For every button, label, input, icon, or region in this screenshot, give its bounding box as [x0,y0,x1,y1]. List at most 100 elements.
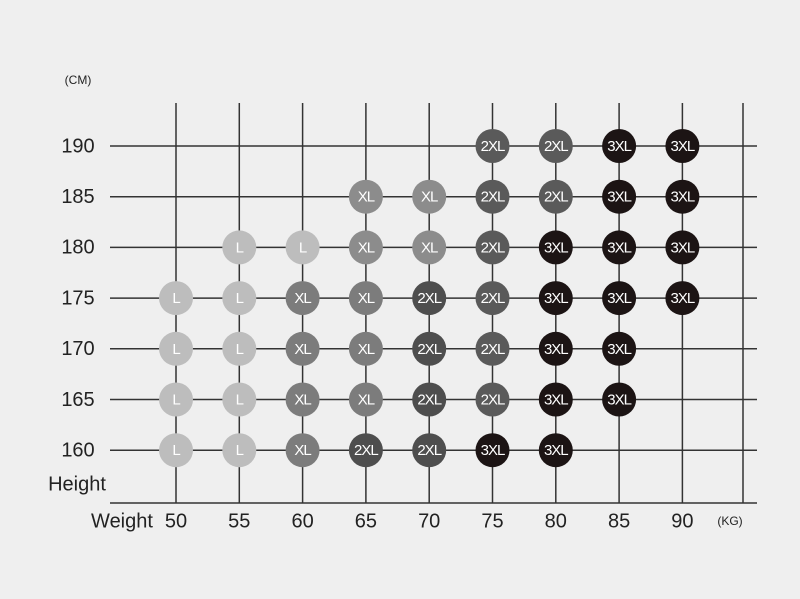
size-dot [222,230,257,265]
size-label: L [236,341,244,358]
weight-tick-label: 70 [418,510,440,532]
size-dot [602,281,637,316]
size-dot [285,331,320,366]
size-dot [348,281,383,316]
size-label: 2XL [481,239,505,256]
size-dot [665,129,700,163]
size-label: XL [294,341,311,358]
size-label: 3XL [544,290,568,307]
weight-tick-label: 75 [481,510,503,532]
size-dot [348,179,383,214]
size-label: 2XL [417,341,441,358]
weight-tick-label: 65 [355,510,377,532]
weight-tick-label: 50 [165,510,187,532]
size-label: L [172,442,180,459]
size-dot [285,281,320,316]
size-dot [665,281,700,316]
height-tick-label: 175 [61,287,94,309]
size-label: 3XL [607,189,631,206]
weight-tick-label: 80 [545,510,567,532]
size-label: 2XL [544,189,568,206]
size-label: 2XL [481,189,505,206]
size-label: XL [358,341,375,358]
size-label: 2XL [417,391,441,408]
size-dot [475,129,510,163]
size-label: L [172,290,180,307]
size-label: 2XL [481,138,505,155]
size-label: XL [294,442,311,459]
size-label: 2XL [544,138,568,155]
size-label: L [236,442,244,459]
size-label: 3XL [544,391,568,408]
size-dot [602,129,637,163]
size-dot [412,331,447,366]
height-label: Height [48,473,106,495]
size-dot [538,433,573,468]
size-label: 3XL [671,239,695,256]
size-dot [538,382,573,417]
size-label: XL [421,189,438,206]
size-label: L [172,341,180,358]
size-dot [602,382,637,417]
size-dot [222,331,257,366]
height-tick-label: 190 [61,135,94,157]
size-dot [538,179,573,214]
size-label: L [299,239,307,256]
size-label: 2XL [354,442,378,459]
size-dot [348,230,383,265]
size-label: L [172,391,180,408]
size-dot [222,382,257,417]
size-dot [159,382,193,417]
size-dot [159,331,193,366]
size-label: L [236,290,244,307]
size-label: 2XL [417,290,441,307]
size-dot [475,281,510,316]
size-dot [412,433,447,468]
size-label: 2XL [417,442,441,459]
weight-tick-label: 90 [671,510,693,532]
size-label: 3XL [544,239,568,256]
size-dot [412,179,447,214]
size-dot [602,331,637,366]
size-label: 2XL [481,290,505,307]
size-label: 3XL [481,442,505,459]
size-dot [538,331,573,366]
size-dot [285,433,320,468]
size-dot [412,281,447,316]
size-label: 3XL [544,341,568,358]
size-label: XL [358,189,375,206]
weight-tick-label: 60 [291,510,313,532]
size-dot [665,230,700,265]
size-label: 3XL [607,341,631,358]
size-label: 3XL [607,138,631,155]
height-tick-label: 160 [61,439,94,461]
size-label: XL [294,290,311,307]
size-dot [348,382,383,417]
size-dot [222,281,257,316]
size-dot [159,281,193,316]
size-dot [602,230,637,265]
size-dot [412,382,447,417]
size-label: 3XL [607,239,631,256]
height-tick-label: 165 [61,389,94,411]
height-tick-label: 185 [61,186,94,208]
weight-unit: (KG) [717,514,742,528]
size-label: 3XL [671,138,695,155]
size-dot [285,382,320,417]
size-dot [159,433,193,468]
size-dot [348,433,383,468]
size-label: XL [358,290,375,307]
size-label: 2XL [481,341,505,358]
size-dot [475,331,510,366]
size-label: 3XL [607,391,631,408]
height-tick-label: 180 [61,237,94,259]
size-label: 3XL [671,290,695,307]
weight-tick-label: 55 [228,510,250,532]
size-label: XL [421,239,438,256]
size-label: XL [358,391,375,408]
size-label: XL [294,391,311,408]
size-dot [475,433,510,468]
size-label: L [236,239,244,256]
